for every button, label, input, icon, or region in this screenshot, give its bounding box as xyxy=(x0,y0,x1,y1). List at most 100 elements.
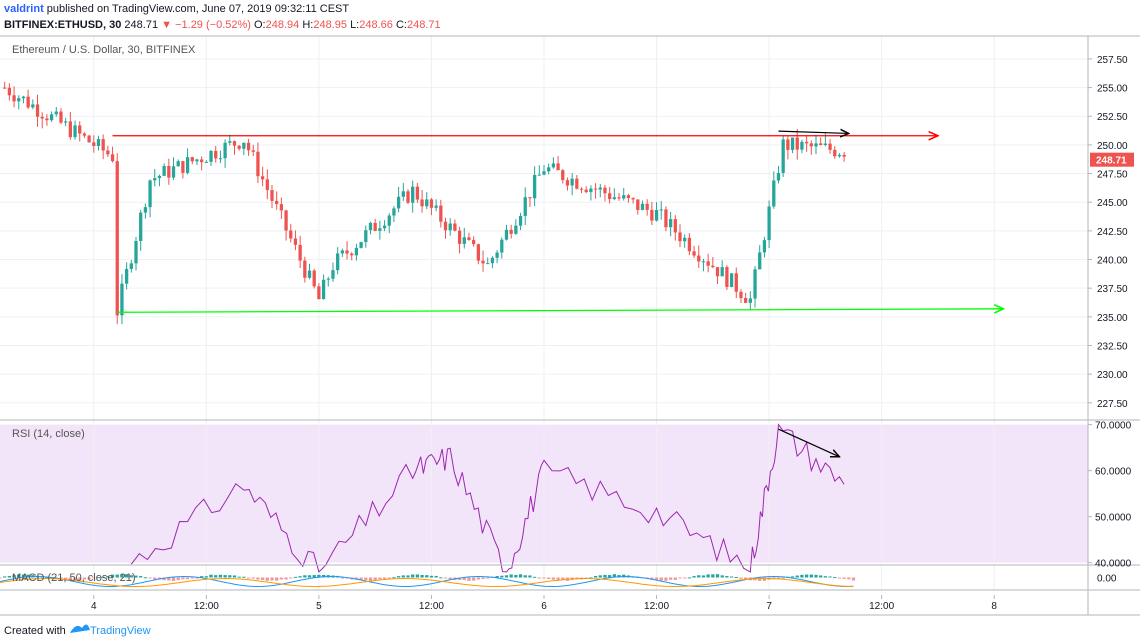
candle xyxy=(758,245,762,270)
candle-body xyxy=(45,118,49,121)
publisher-name[interactable]: valdrint xyxy=(4,3,44,15)
macd-histogram-bar xyxy=(396,576,401,578)
candle-body xyxy=(415,186,420,200)
close-label: C: xyxy=(395,19,407,31)
candle-body xyxy=(218,158,223,160)
macd-histogram-bar xyxy=(795,575,799,578)
macd-histogram-bar xyxy=(443,577,448,579)
macd-histogram-bar xyxy=(800,574,804,578)
macd-histogram-bar xyxy=(378,577,382,580)
macd-histogram-bar xyxy=(101,576,105,578)
candle xyxy=(401,183,405,202)
grid xyxy=(0,36,1088,590)
candle xyxy=(626,194,631,203)
candle xyxy=(181,160,185,179)
candle-body xyxy=(153,178,157,181)
candle xyxy=(21,95,26,104)
macd-histogram-bar xyxy=(842,577,846,579)
macd-histogram-bar xyxy=(847,577,851,580)
price-axis[interactable]: 227.50 230.00 232.50 235.00 237.50 240.00 242.… xyxy=(1088,55,1134,585)
macd-histogram-bar xyxy=(739,577,743,579)
candle-body xyxy=(500,239,504,253)
candle-body xyxy=(64,121,68,123)
candle-body xyxy=(176,161,180,167)
candle xyxy=(143,203,148,219)
candle xyxy=(31,99,35,110)
macd-histogram-bar xyxy=(200,576,204,578)
candle xyxy=(711,257,715,269)
tradingview-brand[interactable]: TradingView xyxy=(90,625,151,637)
candle xyxy=(668,211,673,237)
candle xyxy=(303,256,307,283)
candle xyxy=(575,175,579,190)
macd-histogram-bar xyxy=(589,577,593,579)
candle xyxy=(744,292,748,304)
candle-body xyxy=(106,150,110,155)
candle-body xyxy=(589,188,593,193)
candle-body xyxy=(167,165,171,178)
candle xyxy=(734,267,738,299)
candle xyxy=(148,179,152,218)
candle-body xyxy=(68,121,72,138)
rsi-tick-label: 70.0000 xyxy=(1095,421,1132,432)
candle xyxy=(640,200,645,211)
candle-body xyxy=(139,212,143,242)
candle xyxy=(467,232,471,241)
macd-histogram-bar xyxy=(551,577,556,580)
candle xyxy=(486,257,490,265)
candle-body xyxy=(396,196,401,209)
y-tick-label: 245.00 xyxy=(1097,198,1128,209)
macd-histogram-bar xyxy=(415,574,420,578)
y-tick-label: 242.50 xyxy=(1097,227,1128,238)
candle-body xyxy=(809,143,813,147)
macd-histogram-bar xyxy=(448,577,452,580)
candle xyxy=(781,135,785,177)
candle xyxy=(134,236,138,271)
candle-body xyxy=(819,143,823,145)
macd-histogram-bar xyxy=(45,577,49,579)
candle-body xyxy=(115,161,119,316)
candle-body xyxy=(31,104,35,108)
candle xyxy=(78,121,82,142)
candle-body xyxy=(790,137,795,150)
candle-body xyxy=(462,237,466,244)
macd-histogram-bar xyxy=(218,574,223,578)
candle xyxy=(270,184,274,209)
macd-tick-label: 0.00 xyxy=(1097,574,1117,585)
low-label: L: xyxy=(350,19,360,31)
macd-pane-title: MACD (21, 50, close, 21) xyxy=(12,572,136,584)
time-axis[interactable]: 4 12:00 5 12:00 6 12:00 7 12:00 8 xyxy=(91,595,997,612)
candle xyxy=(396,187,401,213)
candle-body xyxy=(387,215,391,226)
created-with-label: Created with xyxy=(4,625,66,637)
candle xyxy=(490,256,495,269)
macd-histogram-bar xyxy=(148,577,152,579)
macd-histogram-bar xyxy=(73,577,77,581)
macd-histogram-bar xyxy=(673,577,677,580)
candle xyxy=(448,218,452,236)
candle-body xyxy=(640,203,645,210)
macd-histogram-bar xyxy=(68,577,72,581)
macd-histogram-bar xyxy=(650,577,654,580)
macd-histogram-bar xyxy=(0,577,2,579)
candle xyxy=(579,187,584,194)
candle-body xyxy=(429,199,434,208)
candle-body xyxy=(350,253,354,256)
candle-body xyxy=(237,145,241,149)
y-tick-label: 235.00 xyxy=(1097,313,1128,324)
candle-body xyxy=(687,237,692,252)
macd-histogram-bar xyxy=(106,576,110,578)
candle xyxy=(565,177,570,191)
candle xyxy=(167,158,171,185)
macd-histogram-bar xyxy=(382,577,387,580)
candle xyxy=(654,202,659,222)
candle xyxy=(729,273,734,288)
candle xyxy=(636,199,640,215)
macd-histogram-bar xyxy=(851,577,856,581)
x-tick-label: 12:00 xyxy=(869,601,894,612)
candle xyxy=(570,173,574,196)
candle xyxy=(603,184,607,202)
candle xyxy=(814,134,818,155)
candle-body xyxy=(795,137,799,150)
